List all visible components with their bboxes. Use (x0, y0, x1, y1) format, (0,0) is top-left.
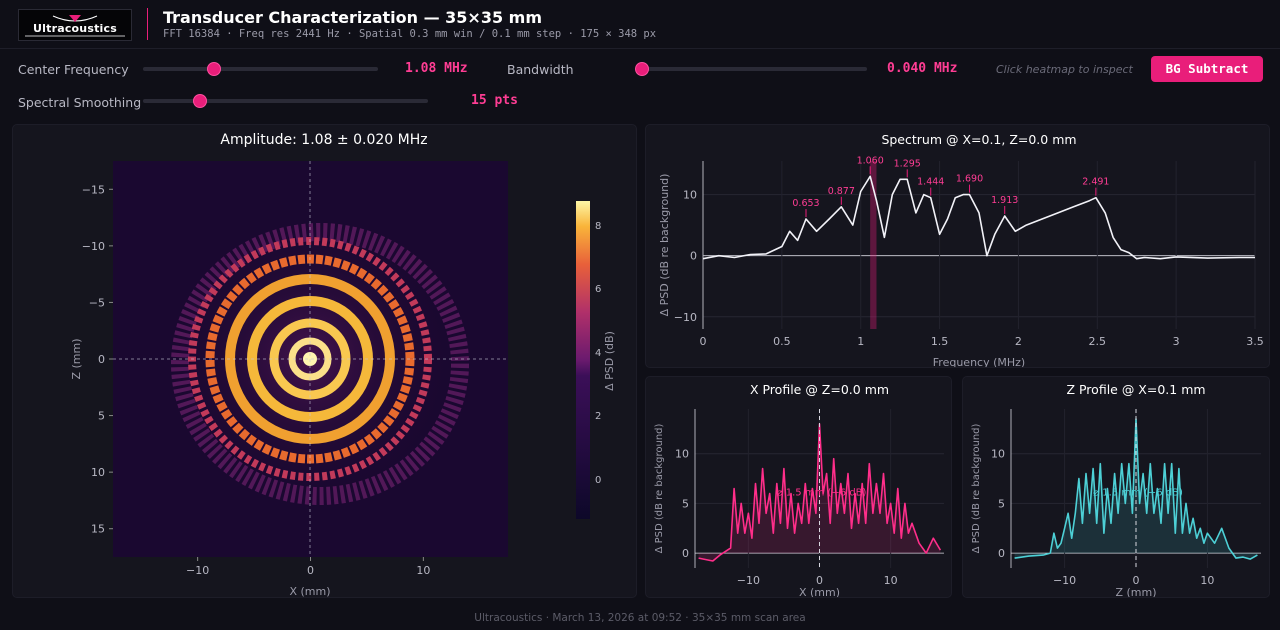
center-frequency-label: Center Frequency (18, 62, 129, 77)
heatmap-z-tick-label: 15 (91, 523, 105, 536)
colorbar-tick-label: 0 (595, 475, 601, 486)
peak-label: 0.877 (828, 186, 855, 197)
plot-area[interactable] (703, 161, 1255, 329)
y-tick-label: 0 (690, 250, 697, 263)
page-subtitle: FFT 16384 · Freq res 2441 Hz · Spatial 0… (163, 28, 657, 40)
y-axis-label: Δ PSD (dB re background) (654, 423, 665, 553)
x-tick-label: 3.5 (1246, 335, 1264, 348)
y-tick-label: 5 (682, 497, 689, 510)
heatmap-x-tick-label: −10 (186, 564, 209, 577)
heatmap-z-tick-label: −15 (82, 183, 105, 196)
colorbar-tick-label: 8 (595, 221, 601, 232)
x-tick-label: 0 (1133, 574, 1140, 587)
x-tick-label: 1 (857, 335, 864, 348)
x-tick-label: −10 (737, 574, 760, 587)
y-tick-label: −10 (674, 311, 697, 324)
amplitude-heatmap-chart[interactable]: Amplitude: 1.08 ± 0.020 MHz −10 0 10 −15 −1… (13, 125, 636, 598)
chart-title: X Profile @ Z=0.0 mm (750, 382, 889, 397)
heatmap-hint: Click heatmap to inspect (996, 63, 1133, 76)
amplitude-heatmap-panel: Amplitude: 1.08 ± 0.020 MHz −10 0 10 −15 −1… (12, 124, 637, 598)
y-tick-label: 10 (683, 189, 697, 202)
bandwidth-value: 0.040 MHz (887, 61, 958, 76)
bg-subtract-button[interactable]: BG Subtract (1151, 56, 1263, 82)
y-tick-label: 0 (682, 547, 689, 560)
x-tick-label: 10 (1200, 574, 1214, 587)
z-profile-chart[interactable]: Z Profile @ X=0.1 mm 0 5 10 −10 0 10 ⌀ 1.5 mm (… (963, 377, 1269, 599)
x-profile-chart[interactable]: X Profile @ Z=0.0 mm 0 5 10 −10 0 10 ⌀ 1.5 mm (… (646, 377, 951, 599)
y-tick-label: 10 (991, 448, 1005, 461)
peak-label: 1.060 (857, 155, 884, 166)
app-header: Ultracoustics Transducer Characterizatio… (0, 0, 1280, 49)
x-tick-label: 0.5 (773, 335, 791, 348)
heatmap-z-tick-label: −5 (89, 296, 105, 309)
y-axis-label: Δ PSD (dB re background) (658, 174, 671, 317)
center-frequency-slider-thumb[interactable] (206, 62, 221, 76)
peak-label: 1.444 (917, 177, 944, 188)
series-line (702, 175, 1255, 260)
heatmap-title: Amplitude: 1.08 ± 0.020 MHz (220, 132, 427, 148)
center-frequency-slider[interactable] (143, 67, 378, 71)
heatmap-z-tick-label: 0 (98, 353, 105, 366)
colorbar-tick-label: 2 (595, 411, 601, 422)
beam-width-annotation: ⌀ 1.5 mm (−6 dB) (1093, 487, 1183, 498)
logo-text: Ultracoustics (33, 22, 117, 35)
chart-title: Z Profile @ X=0.1 mm (1066, 382, 1205, 397)
x-tick-label: 2.5 (1089, 335, 1107, 348)
spectrum-panel: Spectrum @ X=0.1, Z=0.0 mm −10 0 10 0 0.5 1 1.5… (645, 124, 1270, 369)
heatmap-z-tick-label: 5 (98, 410, 105, 423)
frequency-band-highlight (870, 161, 877, 329)
x-tick-label: 10 (884, 574, 898, 587)
x-tick-label: 0 (816, 574, 823, 587)
beam-width-annotation: ⌀ 1.5 mm (−6 dB) (777, 487, 867, 498)
header-divider (147, 8, 148, 40)
smoothing-slider-thumb[interactable] (193, 94, 207, 108)
colorbar-tick-label: 4 (595, 348, 601, 359)
bandwidth-label: Bandwidth (507, 62, 574, 77)
y-axis-label: Δ PSD (dB re background) (971, 423, 982, 553)
heatmap-outer-ring (171, 223, 469, 505)
heatmap-z-axis-label: Z (mm) (70, 338, 83, 379)
series-area (698, 423, 941, 561)
x-tick-label: 3 (1173, 335, 1180, 348)
x-tick-label: −10 (1053, 574, 1076, 587)
x-tick-label: 2 (1015, 335, 1022, 348)
y-tick-label: 0 (998, 547, 1005, 560)
bandwidth-slider[interactable] (635, 67, 867, 71)
x-tick-label: 1.5 (931, 335, 949, 348)
peak-label: 0.653 (792, 198, 819, 209)
y-tick-label: 5 (998, 497, 1005, 510)
smoothing-value: 15 pts (471, 93, 518, 108)
colorbar-tick-label: 6 (595, 284, 601, 295)
heatmap-z-tick-label: 10 (91, 466, 105, 479)
y-tick-label: 10 (675, 448, 689, 461)
colorbar-label: Δ PSD (dB) (603, 331, 616, 391)
logo-emblem-icon (25, 15, 125, 37)
peak-label: 1.295 (894, 158, 921, 169)
peak-label: 2.491 (1082, 177, 1109, 188)
heatmap-x-axis-label: X (mm) (289, 585, 330, 597)
page-title: Transducer Characterization — 35×35 mm (163, 8, 542, 27)
x-profile-panel: X Profile @ Z=0.0 mm 0 5 10 −10 0 10 ⌀ 1.5 mm (… (645, 376, 952, 599)
series-line (698, 423, 942, 562)
bandwidth-slider-thumb[interactable] (634, 62, 649, 76)
x-axis-label: X (mm) (799, 586, 840, 597)
peak-label: 1.913 (991, 195, 1018, 206)
footer-text: Ultracoustics · March 13, 2026 at 09:52 … (474, 612, 806, 624)
x-tick-label: 0 (700, 335, 707, 348)
center-frequency-value: 1.08 MHz (405, 61, 468, 76)
x-axis-label: Z (mm) (1115, 586, 1156, 597)
peak-label: 1.690 (956, 174, 983, 185)
x-axis-label: Frequency (MHz) (933, 356, 1025, 367)
z-profile-panel: Z Profile @ X=0.1 mm 0 5 10 −10 0 10 ⌀ 1.5 mm (… (962, 376, 1270, 599)
heatmap-x-tick-label: 0 (307, 564, 314, 577)
heatmap-x-tick-label: 10 (416, 564, 430, 577)
chart-title: Spectrum @ X=0.1, Z=0.0 mm (881, 132, 1076, 147)
heatmap-colorbar (576, 201, 590, 519)
brand-logo: Ultracoustics (18, 9, 132, 41)
smoothing-label: Spectral Smoothing (18, 95, 142, 110)
smoothing-slider[interactable] (143, 99, 428, 103)
heatmap-z-tick-label: −10 (82, 240, 105, 253)
